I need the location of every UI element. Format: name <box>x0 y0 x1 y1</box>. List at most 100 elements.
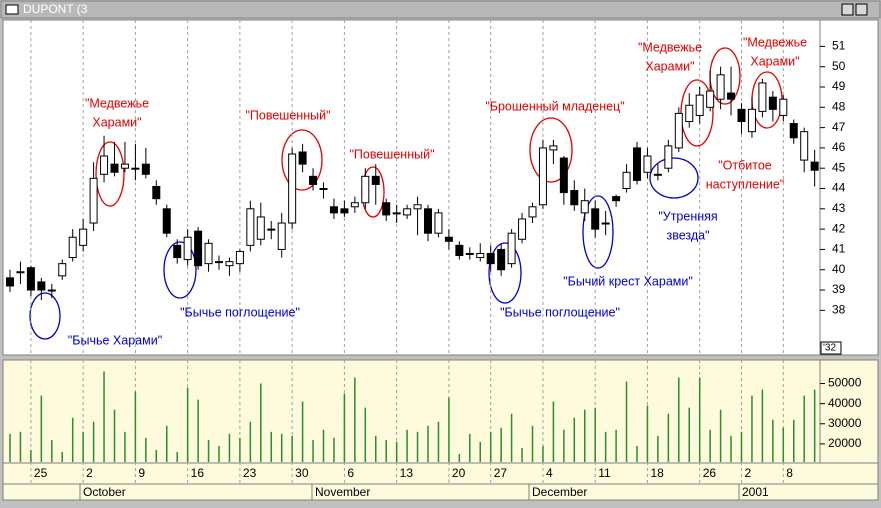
candle <box>162 204 171 238</box>
candle <box>68 229 77 262</box>
candle-body <box>120 163 129 169</box>
candle <box>120 141 129 173</box>
candle-body <box>758 82 767 112</box>
y-tick-label: 20000 <box>828 436 862 450</box>
x-tick-label: 11 <box>598 466 611 480</box>
candle <box>141 147 150 179</box>
annotation: "Бычье поглощение" <box>180 305 300 319</box>
y-tick-label: 44 <box>832 181 846 195</box>
candle-body <box>612 196 621 202</box>
candle-body <box>497 248 506 271</box>
candle <box>288 147 297 230</box>
candle-body <box>601 222 610 225</box>
candle-body <box>779 98 788 116</box>
month-label: December <box>532 485 587 499</box>
y-tick-label: 40 <box>832 262 846 276</box>
candle <box>16 261 25 284</box>
y-tick-label: 47 <box>832 120 846 134</box>
candle <box>6 269 14 293</box>
chart-title: DUPONT (3 <box>23 2 88 16</box>
candle <box>413 196 422 236</box>
candle-body <box>340 208 349 214</box>
candle-body <box>570 190 579 206</box>
candle-body <box>800 131 809 161</box>
candle <box>559 156 568 205</box>
candle-body <box>633 147 641 181</box>
annotation: "Повешенный" <box>245 108 330 122</box>
annotation: Харами" <box>645 59 694 73</box>
annotation: "Бычье Харами" <box>68 333 162 347</box>
candle <box>810 149 819 187</box>
annotation: "Бычий крест Харами" <box>563 274 693 288</box>
candle-body <box>622 171 631 190</box>
candle-body <box>152 185 161 200</box>
candle <box>643 147 652 179</box>
candle-body <box>131 167 140 170</box>
candle <box>319 182 328 199</box>
candle-body <box>559 157 568 194</box>
candle <box>204 239 213 272</box>
annotation: Харами" <box>92 115 141 129</box>
candle <box>424 204 432 242</box>
candle <box>246 200 255 252</box>
candle <box>695 87 704 124</box>
ellipse <box>281 129 323 191</box>
candle-body <box>434 212 443 234</box>
volume-pane <box>2 359 821 464</box>
x-tick-label: 23 <box>243 466 257 480</box>
y-tick-label: 46 <box>832 140 846 154</box>
candle <box>737 103 746 134</box>
candle-body <box>26 267 35 291</box>
month-label: November <box>315 485 370 499</box>
candle-body <box>486 252 495 265</box>
candle-body <box>141 163 150 175</box>
candle-body <box>350 202 359 208</box>
candle-body <box>674 112 683 149</box>
y-tick-label: 40000 <box>828 396 862 410</box>
month-label: October <box>83 485 126 499</box>
candle-body <box>528 206 537 218</box>
candle <box>79 218 88 252</box>
candle-body <box>424 208 432 234</box>
candle-body <box>706 90 715 108</box>
candle-body <box>235 250 244 265</box>
candle-body <box>643 155 652 173</box>
candle-body <box>183 236 192 261</box>
candle <box>685 93 694 128</box>
y-tick-label: 41 <box>832 242 846 256</box>
candle <box>779 95 788 122</box>
candle-body <box>68 236 77 259</box>
x-tick-label: 25 <box>34 466 48 480</box>
candle <box>497 243 506 276</box>
x-tick-label: 13 <box>400 466 414 480</box>
candle <box>580 188 589 221</box>
annotation: "Медвежье <box>743 35 807 49</box>
candle <box>152 180 161 205</box>
annotation: Харами" <box>750 54 799 68</box>
candle-body <box>6 277 14 287</box>
month-label: 2001 <box>742 485 769 499</box>
candle <box>612 194 621 207</box>
annotation: "Утренняя <box>658 209 717 223</box>
candle <box>183 229 192 266</box>
candle <box>465 247 474 260</box>
candle <box>47 283 56 299</box>
candle-body <box>444 236 453 242</box>
x-tick-label: 6 <box>347 466 354 480</box>
close-button[interactable] <box>855 3 868 16</box>
date-axis <box>2 462 879 501</box>
candle-body <box>298 151 307 165</box>
candle-body <box>79 228 88 246</box>
candle-body <box>549 145 558 151</box>
candle <box>215 255 223 270</box>
y-tick-label: 50000 <box>828 376 862 390</box>
candle <box>507 229 516 268</box>
candle <box>340 200 349 217</box>
ellipse <box>529 117 573 183</box>
candle-body <box>16 271 25 274</box>
annotation: наступление" <box>706 177 785 191</box>
candle <box>100 135 109 183</box>
restore-button[interactable] <box>841 3 854 16</box>
annotation: "Повешенный" <box>349 147 434 161</box>
candle <box>486 245 495 272</box>
